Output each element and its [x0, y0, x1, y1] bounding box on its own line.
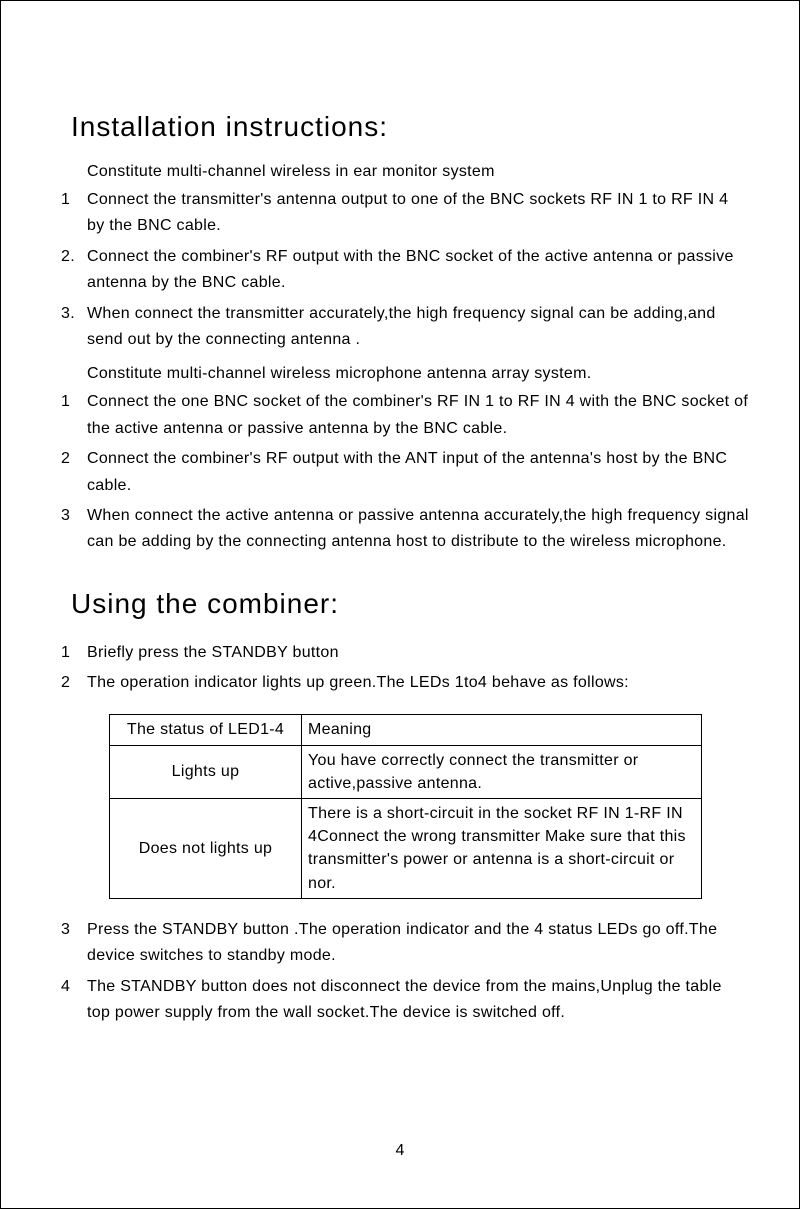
list-item: 1 Connect the transmitter's antenna outp… — [61, 187, 749, 240]
section1-intro1: Constitute multi-channel wireless in ear… — [87, 163, 749, 181]
item-number: 3 — [61, 917, 87, 970]
list-item: 4 The STANDBY button does not disconnect… — [61, 974, 749, 1027]
table-header-row: The status of LED1-4 Meaning — [110, 715, 702, 745]
table-header: Meaning — [302, 715, 702, 745]
item-text: Briefly press the STANDBY button — [87, 640, 749, 666]
item-text: The operation indicator lights up green.… — [87, 670, 749, 696]
item-text: Connect the one BNC socket of the combin… — [87, 389, 749, 442]
item-text: Connect the transmitter's antenna output… — [87, 187, 749, 240]
table-cell: Lights up — [110, 745, 302, 798]
led-status-table: The status of LED1-4 Meaning Lights up Y… — [109, 714, 702, 898]
list-item: 3 When connect the active antenna or pas… — [61, 503, 749, 556]
item-text: When connect the transmitter accurately,… — [87, 301, 749, 354]
item-number: 3. — [61, 301, 87, 354]
section1-title: Installation instructions: — [71, 111, 749, 143]
table-row: Does not lights up There is a short-circ… — [110, 799, 702, 899]
table-row: Lights up You have correctly connect the… — [110, 745, 702, 798]
item-number: 1 — [61, 187, 87, 240]
list-item: 3. When connect the transmitter accurate… — [61, 301, 749, 354]
item-text: Press the STANDBY button .The operation … — [87, 917, 749, 970]
item-number: 1 — [61, 640, 87, 666]
item-number: 1 — [61, 389, 87, 442]
item-text: The STANDBY button does not disconnect t… — [87, 974, 749, 1027]
table-header: The status of LED1-4 — [110, 715, 302, 745]
list-item: 2 The operation indicator lights up gree… — [61, 670, 749, 696]
table-cell: You have correctly connect the transmitt… — [302, 745, 702, 798]
item-number: 2 — [61, 446, 87, 499]
table-cell: There is a short-circuit in the socket R… — [302, 799, 702, 899]
list-item: 1 Briefly press the STANDBY button — [61, 640, 749, 666]
item-number: 3 — [61, 503, 87, 556]
item-number: 4 — [61, 974, 87, 1027]
list-item: 2 Connect the combiner's RF output with … — [61, 446, 749, 499]
item-text: Connect the combiner's RF output with th… — [87, 446, 749, 499]
item-number: 2 — [61, 670, 87, 696]
item-number: 2. — [61, 244, 87, 297]
item-text: When connect the active antenna or passi… — [87, 503, 749, 556]
item-text: Connect the combiner's RF output with th… — [87, 244, 749, 297]
list-item: 3 Press the STANDBY button .The operatio… — [61, 917, 749, 970]
list-item: 2. Connect the combiner's RF output with… — [61, 244, 749, 297]
page-number: 4 — [1, 1142, 799, 1160]
table-cell: Does not lights up — [110, 799, 302, 899]
section1-intro2: Constitute multi-channel wireless microp… — [87, 365, 749, 383]
section2-title: Using the combiner: — [71, 588, 749, 620]
list-item: 1 Connect the one BNC socket of the comb… — [61, 389, 749, 442]
